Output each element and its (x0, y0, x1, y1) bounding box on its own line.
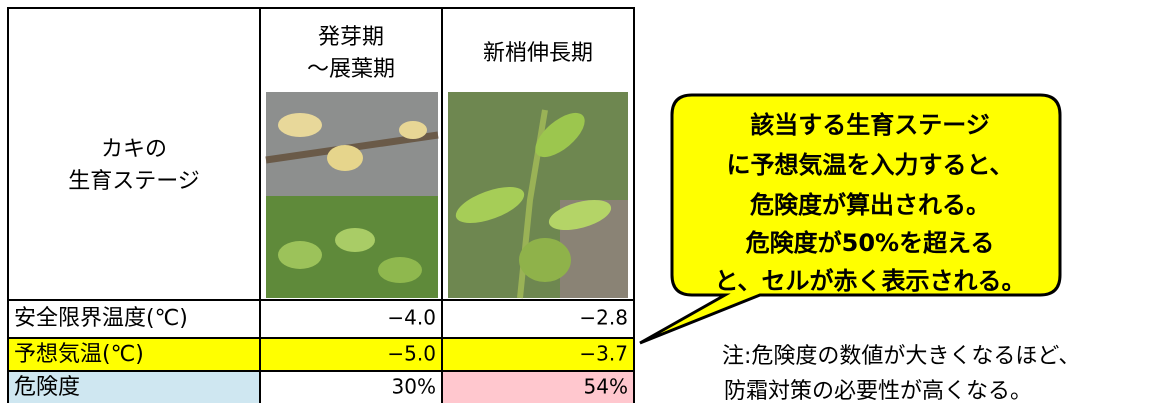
callout-text: と、セルが赤く表示される。 (714, 267, 1025, 295)
row-label: 安全限界温度(℃) (14, 306, 188, 331)
column-header: 新梢伸長期 (483, 41, 593, 66)
photo-shoot (448, 92, 628, 299)
cell-value: −3.7 (579, 342, 628, 366)
risk-alert-cell (442, 371, 634, 403)
callout-text: 該当する生育ステージ (750, 111, 990, 139)
column-header: 発芽期 (318, 25, 384, 50)
cell-value: −2.8 (579, 306, 628, 330)
row-label: 危険度 (14, 375, 80, 400)
callout-text: に予想気温を入力すると、 (726, 151, 1013, 179)
stage-label: カキの (101, 137, 167, 162)
row-label: 予想気温(℃) (14, 342, 144, 367)
callout-text: 危険度が50%を超える (746, 229, 995, 257)
callout-text: 危険度が算出される。 (750, 191, 990, 219)
callout-bubble (639, 93, 1062, 345)
cell-value: −5.0 (387, 342, 436, 366)
table-grid (7, 7, 635, 403)
column-header: ～展葉期 (307, 57, 395, 82)
cell-value: 30% (392, 375, 436, 399)
cell-value: −4.0 (387, 306, 436, 330)
note-text: 防霜対策の必要性が高くなる。 (724, 379, 1032, 403)
note-text: 注:危険度の数値が大きくなるほど、 (722, 344, 1080, 369)
highlight-row (8, 338, 634, 371)
cell-value: 54% (584, 375, 628, 399)
photo-bud (265, 92, 439, 298)
risk-label-cell (8, 371, 260, 403)
stage-label: 生育ステージ (68, 169, 200, 194)
